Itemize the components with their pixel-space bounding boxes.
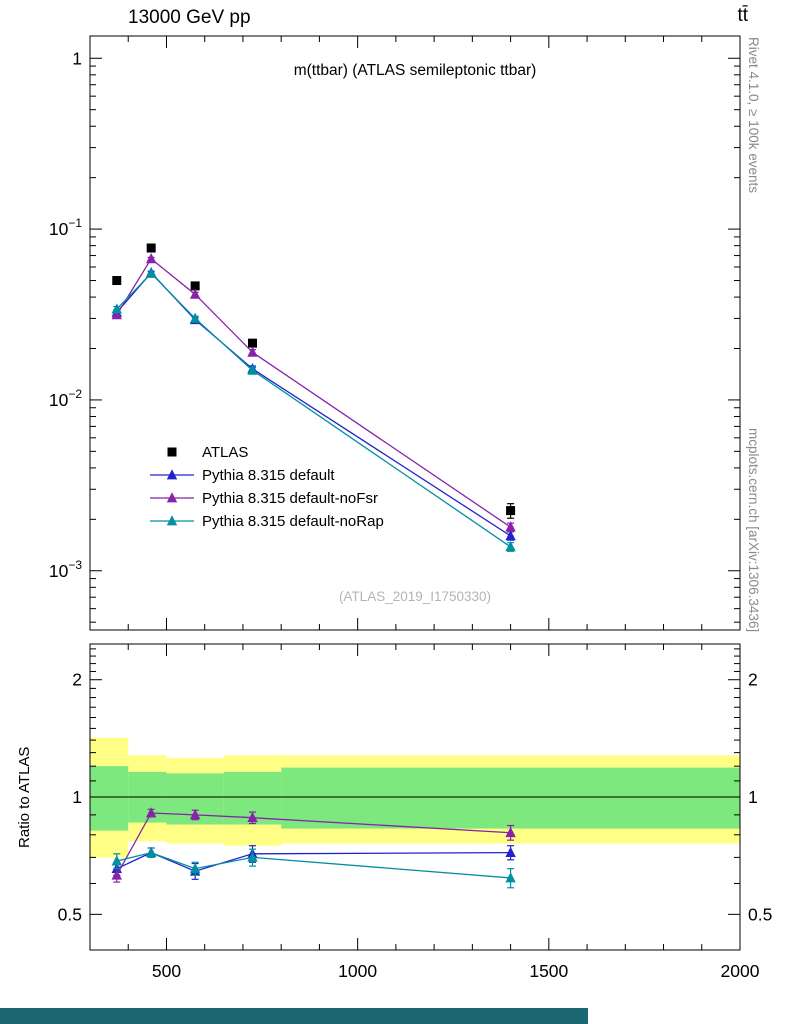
ratio-y-tick-label-right: 1 <box>748 787 758 807</box>
pythia-8-315-default-marker <box>505 846 516 858</box>
pythia-8-315-default-nofsr-marker <box>145 807 157 818</box>
pythia-8-315-default-norap-marker <box>189 312 201 323</box>
pythia-8-315-default-nofsr-marker <box>247 346 258 357</box>
pythia-8-315-default-norap-marker <box>111 855 122 866</box>
legend: ATLAS Pythia 8.315 default Pythia 8.315 de… <box>150 444 384 530</box>
ratio-y-tick-label-left: 0.5 <box>58 904 82 924</box>
legend-label: Pythia 8.315 default-noRap <box>202 513 384 530</box>
pythia-8-315-default-norap-marker <box>111 303 122 314</box>
ratio-y-tick-label-left: 2 <box>72 670 82 690</box>
pythia-8-315-default-norap-marker <box>145 267 157 278</box>
pythia-8-315-default-nofsr-marker <box>505 826 516 838</box>
atlas-marker <box>506 506 516 516</box>
footer-bar <box>0 1008 588 1024</box>
ratio-axis-title: Ratio to ATLAS <box>16 746 33 848</box>
atlas-marker <box>248 338 257 348</box>
pythia-8-315-default-marker <box>505 530 516 541</box>
pythia-8-315-default-nofsr-marker <box>189 288 201 299</box>
pythia-8-315-default-nofsr-marker <box>505 521 516 532</box>
axis-ticks <box>89 36 741 950</box>
pythia-8-315-default-norap-marker <box>247 364 258 375</box>
pythia-8-315-default-norap-marker <box>505 872 516 883</box>
pythia-8-315-default-norap-legend-marker <box>166 515 178 526</box>
uncertainty-band-green <box>281 767 740 829</box>
pythia-8-315-default-norap-line <box>116 851 511 879</box>
y-tick-label: 10−1 <box>49 216 82 239</box>
y-tick-label: 1 <box>72 48 82 68</box>
axis-labels: 500 1000 1500 2000 1 10−1 10−2 10−3 0.5 0.5 1 1 2 2 <box>49 48 772 981</box>
x-tick-label: 2000 <box>721 961 760 981</box>
pythia-8-315-default-norap-marker <box>505 541 516 552</box>
pythia-8-315-default-nofsr-legend-marker <box>166 492 178 503</box>
legend-label: Pythia 8.315 default-noFsr <box>202 490 378 507</box>
ratio-y-tick-label-right: 0.5 <box>748 904 772 924</box>
ratio-uncertainty-bands <box>90 737 740 858</box>
mcplots-reference-label: mcplots.cern.ch [arXiv:1306.3436] <box>746 427 761 632</box>
ratio-y-tick-label-left: 1 <box>72 787 82 807</box>
plot-title: m(ttbar) (ATLAS semileptonic ttbar) <box>293 62 537 79</box>
pythia-8-315-default-norap-marker <box>145 846 157 858</box>
x-tick-label: 1000 <box>338 961 377 981</box>
main-panel-frame <box>89 35 741 631</box>
legend-label: Pythia 8.315 default <box>202 467 335 484</box>
atlas-marker <box>112 276 122 286</box>
pythia-8-315-default-nofsr-marker <box>111 869 122 880</box>
pythia-8-315-default-nofsr-marker <box>189 809 201 820</box>
atlas-legend-marker <box>167 447 177 457</box>
legend-label: ATLAS <box>202 444 248 461</box>
pythia-8-315-default-norap-marker <box>247 851 258 862</box>
pythia-8-315-default-norap-marker <box>189 862 201 874</box>
ratio-y-tick-label-right: 2 <box>748 670 758 690</box>
ratio-series <box>111 807 516 889</box>
y-tick-label: 10−3 <box>49 558 82 581</box>
process-label: tt̄ <box>737 5 748 26</box>
atlas-marker <box>190 281 200 291</box>
rivet-version-label: Rivet 4.1.0, ≥ 100k events <box>746 37 761 193</box>
pythia-8-315-default-nofsr-marker <box>111 309 122 320</box>
atlas-marker <box>146 243 156 253</box>
pythia-8-315-default-nofsr-marker <box>247 811 258 823</box>
y-tick-label: 10−2 <box>49 387 82 410</box>
uncertainty-band-green <box>90 766 129 831</box>
x-tick-label: 500 <box>152 961 181 981</box>
pythia-8-315-default-legend-marker <box>166 469 178 480</box>
collision-energy-label: 13000 GeV pp <box>128 7 251 28</box>
main-series <box>111 243 516 552</box>
analysis-id-watermark: (ATLAS_2019_I1750330) <box>338 589 492 604</box>
pythia-8-315-default-nofsr-marker <box>145 253 157 264</box>
x-tick-label: 1500 <box>529 961 568 981</box>
